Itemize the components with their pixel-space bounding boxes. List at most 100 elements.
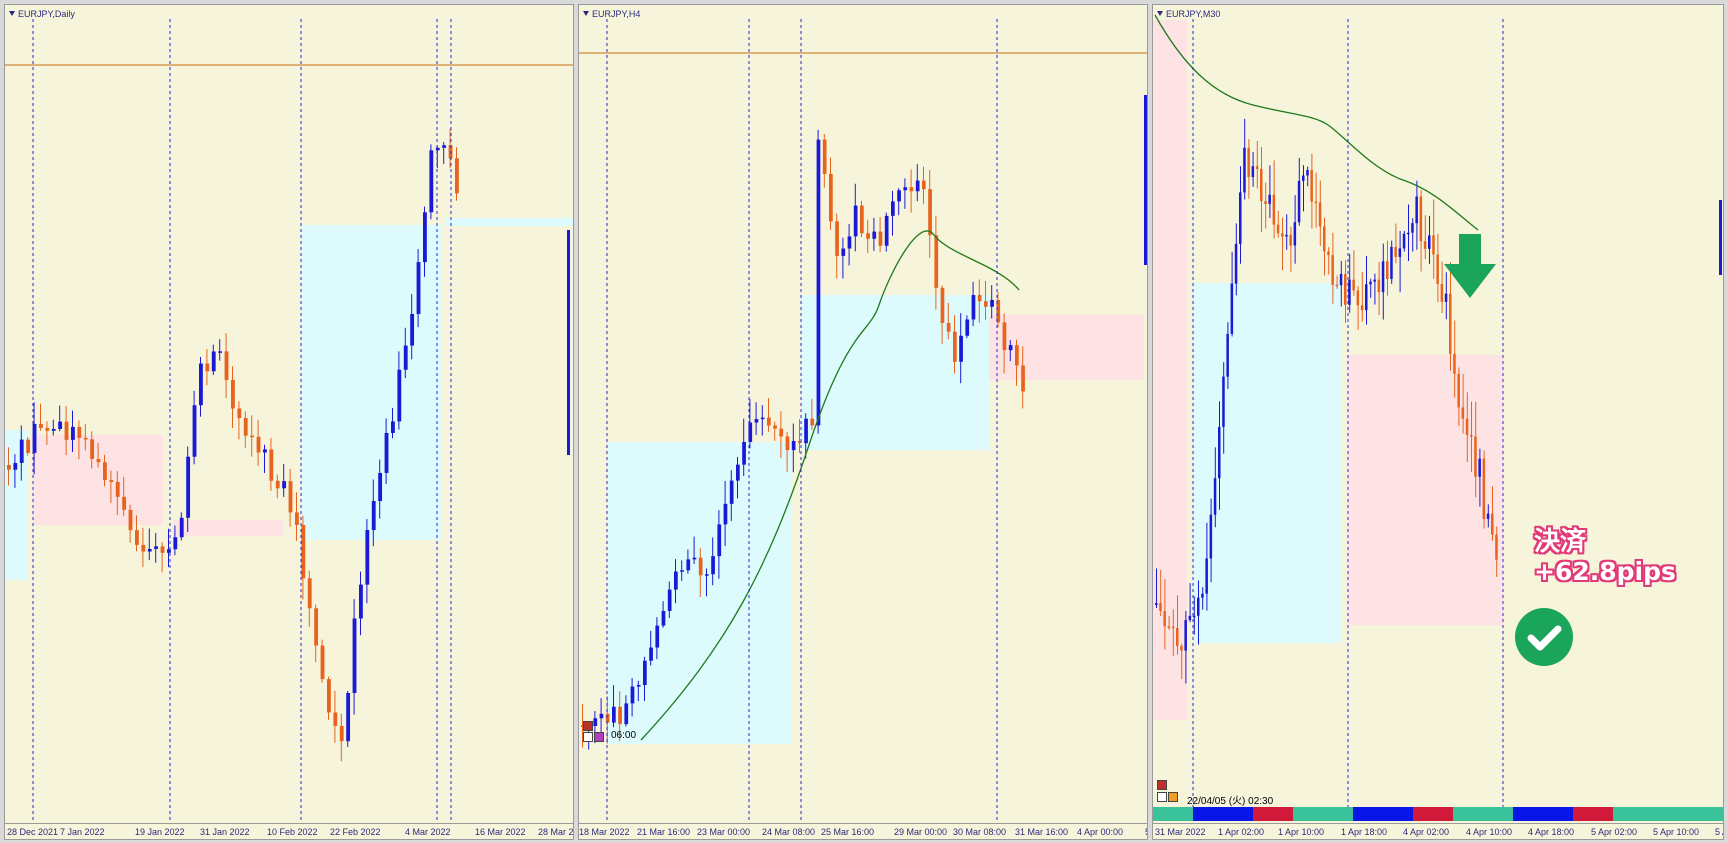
alert-icon[interactable] <box>1168 792 1178 802</box>
chart-panel-h4[interactable]: EURJPY,H4 06:00 18 Mar 2022 21 Mar 16:00 2… <box>578 4 1148 840</box>
candle-body <box>250 435 255 438</box>
candle-body <box>1356 290 1360 306</box>
candle-body <box>1457 373 1460 408</box>
tick-label: 10 Feb 2022 <box>267 827 318 837</box>
chart-panel-m30[interactable]: EURJPY,M30 22/04/05 (火) 02:30 31 Mar 202… <box>1152 4 1724 840</box>
candle-body <box>160 546 165 553</box>
template-icon[interactable] <box>594 732 604 742</box>
candle-body <box>1440 284 1444 302</box>
annotation-pips: +62.8pips <box>1534 557 1676 586</box>
session-bar <box>1153 807 1723 821</box>
candle-body <box>1436 254 1439 285</box>
candle-body <box>1402 233 1406 249</box>
time-axis: 28 Dec 2021 7 Jan 2022 19 Jan 2022 31 Jan 2… <box>5 823 573 839</box>
tick-label: 21 Mar 16:00 <box>637 827 691 837</box>
candle-body <box>115 481 120 497</box>
candle-body <box>884 215 889 246</box>
candle-body <box>1247 147 1250 178</box>
candle-body <box>90 439 95 460</box>
candle-body <box>1209 514 1213 559</box>
candle-body <box>791 441 796 451</box>
candle-body <box>984 301 988 307</box>
dropdown-triangle-icon[interactable] <box>1157 11 1163 16</box>
candle-body <box>1243 147 1246 193</box>
candle-body <box>256 436 261 453</box>
candle-body <box>760 417 765 420</box>
candle-body <box>996 299 1001 323</box>
candle-body <box>423 212 427 263</box>
candle-body <box>605 713 610 723</box>
panel-title: EURJPY,H4 <box>583 9 640 19</box>
candle-body <box>667 589 672 611</box>
settings-icon[interactable] <box>583 732 593 742</box>
candle-body <box>946 322 951 332</box>
candle-body <box>186 456 191 518</box>
candle-body <box>680 570 684 572</box>
candle-body <box>263 449 267 453</box>
candle-body <box>1192 615 1196 618</box>
candle-body <box>173 537 178 550</box>
candle-body <box>977 295 982 302</box>
dropdown-triangle-icon[interactable] <box>583 11 589 16</box>
candle-body <box>122 496 127 510</box>
candle-body <box>872 231 877 239</box>
candle-body <box>109 479 114 482</box>
candle-body <box>365 530 370 585</box>
candle-body <box>135 530 139 545</box>
candle-body <box>154 546 159 549</box>
candle-body <box>822 139 827 174</box>
zone-box <box>1348 355 1503 625</box>
candle-body <box>773 425 777 429</box>
candle-body <box>1486 513 1490 519</box>
candle-body <box>218 351 223 353</box>
candle-body <box>327 679 331 713</box>
scroll-indicator <box>567 230 570 455</box>
minimize-icon[interactable] <box>1157 780 1167 790</box>
moving-average-line <box>640 230 1020 741</box>
zone-box <box>445 218 573 226</box>
candle-body <box>1344 273 1347 305</box>
candle-body <box>643 660 647 686</box>
chart-panel-daily[interactable]: EURJPY,Daily 28 Dec 2021 7 Jan 2022 19 Jan… <box>4 4 574 840</box>
candle-body <box>903 187 908 191</box>
candle-body <box>965 319 970 336</box>
candle-body <box>1276 224 1280 234</box>
dropdown-triangle-icon[interactable] <box>9 11 15 16</box>
candle-body <box>1327 251 1330 256</box>
candle-body <box>1293 222 1297 246</box>
candle-body <box>13 462 18 470</box>
price-chart[interactable] <box>1153 5 1724 840</box>
candle-body <box>1201 593 1204 598</box>
candle-body <box>1465 418 1469 435</box>
price-chart[interactable] <box>579 5 1148 840</box>
candle-body <box>237 408 242 419</box>
time-label: 06:00 <box>611 730 637 741</box>
candle-body <box>835 221 839 256</box>
candle-body <box>1251 166 1255 178</box>
candle-body <box>1302 175 1305 181</box>
candle-body <box>1453 353 1456 374</box>
candle-body <box>866 233 870 239</box>
scroll-indicator <box>1719 200 1722 275</box>
tick-label: 25 Mar 16:00 <box>821 827 875 837</box>
candle-body <box>1171 626 1175 629</box>
candle-body <box>1218 426 1221 479</box>
candle-body <box>1159 603 1162 612</box>
candle-body <box>754 419 759 423</box>
candle-body <box>1348 279 1351 305</box>
minimize-icon[interactable] <box>583 721 593 731</box>
candle-body <box>736 464 740 481</box>
candle-body <box>1474 436 1477 477</box>
candle-body <box>1213 478 1217 515</box>
candle-body <box>1444 293 1448 302</box>
candle-body <box>1419 196 1423 242</box>
candle-body <box>1002 322 1007 351</box>
tick-label: 28 Dec 2021 <box>7 827 59 837</box>
tick-label: 22 Feb 2022 <box>330 827 381 837</box>
settings-icon[interactable] <box>1157 792 1167 802</box>
candle-body <box>39 423 43 428</box>
price-chart[interactable] <box>5 5 574 840</box>
candle-body <box>624 703 629 725</box>
candle-body <box>1394 246 1397 257</box>
candle-body <box>705 574 709 576</box>
